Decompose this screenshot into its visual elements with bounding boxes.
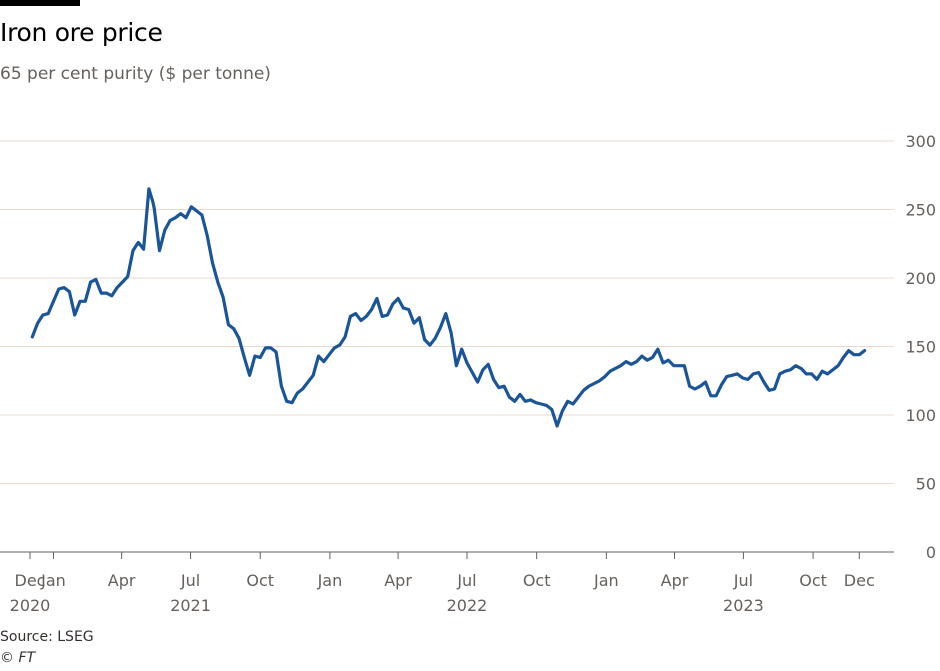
- x-axis: Dec 2020 Jan Apr Jul 2021 Oct Jan Apr Jul 2022 Oct J…: [10, 552, 875, 615]
- chart-subtitle: 65 per cent purity ($ per tonne): [0, 64, 271, 84]
- y-tick-label: 300: [905, 132, 936, 151]
- x-year-label: 2020: [10, 596, 51, 615]
- chart-title: Iron ore price: [0, 18, 163, 47]
- x-tick-label: Jul: [180, 571, 200, 590]
- x-tick-label: Apr: [661, 571, 689, 590]
- x-tick-label: Dec: [15, 571, 46, 590]
- x-year-label: 2021: [170, 596, 211, 615]
- y-tick-label: 100: [905, 406, 936, 425]
- x-tick-label: Oct: [523, 571, 551, 590]
- x-tick-label: Oct: [799, 571, 827, 590]
- x-tick-label: Jul: [733, 571, 753, 590]
- y-tick-label: 150: [905, 338, 936, 357]
- y-axis-labels: 0 50 100 150 200 250 300: [905, 132, 936, 562]
- x-tick-label: Oct: [246, 571, 274, 590]
- source-note: Source: LSEG: [0, 629, 94, 645]
- series-layer: [30, 187, 867, 428]
- y-tick-label: 0: [926, 543, 936, 562]
- y-tick-label: 250: [905, 201, 936, 220]
- brand-top-bar: [0, 0, 80, 6]
- x-tick-label: Dec: [844, 571, 875, 590]
- series-line-0: [30, 187, 867, 428]
- x-tick-label: Jan: [317, 571, 343, 590]
- x-year-label: 2022: [447, 596, 488, 615]
- y-tick-label: 200: [905, 269, 936, 288]
- x-tick-label: Jul: [456, 571, 476, 590]
- x-tick-label: Apr: [384, 571, 412, 590]
- copyright-note: © FT: [0, 650, 36, 666]
- x-tick-label: Apr: [108, 571, 136, 590]
- y-tick-label: 50: [916, 475, 936, 494]
- x-tick-label: Jan: [593, 571, 619, 590]
- gridlines: [0, 140, 894, 553]
- x-tick-label: Jan: [40, 571, 66, 590]
- x-year-label: 2023: [723, 596, 764, 615]
